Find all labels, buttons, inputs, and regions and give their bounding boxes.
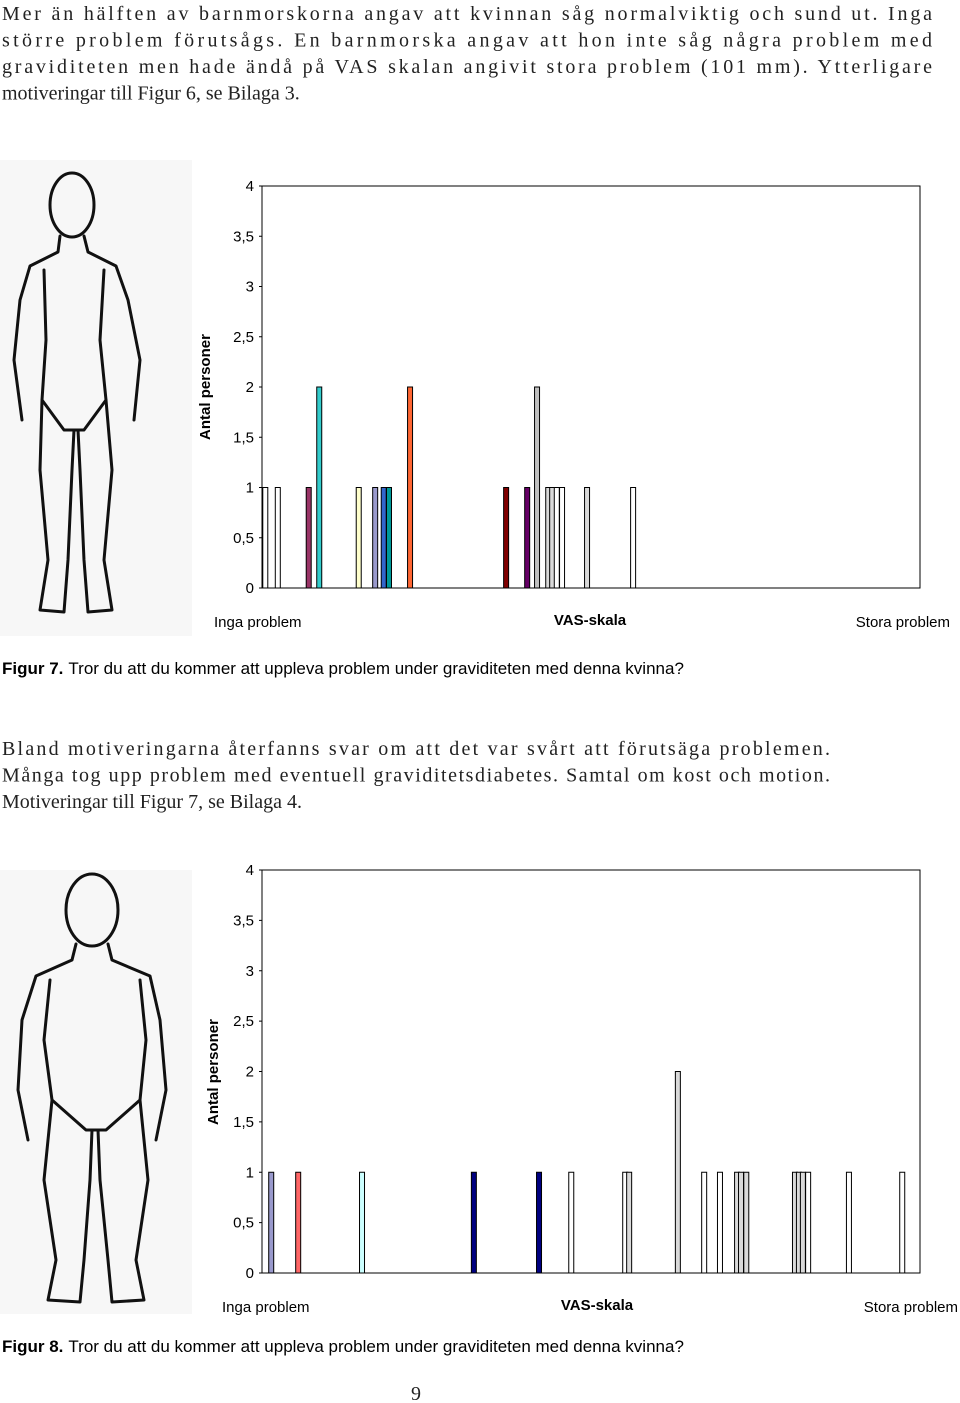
- y-tick-label: 3,5: [233, 912, 254, 929]
- x-axis-label: VAS-skala: [554, 612, 627, 629]
- y-axis-label: Antal personer: [197, 334, 214, 440]
- y-tick-label: 3: [246, 279, 254, 296]
- bar: [845, 1171, 852, 1274]
- y-tick-label: 1: [246, 1164, 254, 1181]
- bar: [630, 487, 637, 589]
- bar: [503, 487, 510, 589]
- bar: [359, 1171, 366, 1274]
- figure-heavy-woman: [0, 870, 192, 1314]
- bar: [262, 487, 269, 589]
- figure-slim-woman: [0, 160, 192, 636]
- y-axis-label: Antal personer: [205, 1019, 222, 1125]
- x-right-label: Stora problem: [864, 1299, 958, 1316]
- bar: [805, 1171, 812, 1274]
- bar: [743, 1171, 750, 1274]
- bar: [584, 487, 591, 589]
- bar: [716, 1171, 723, 1274]
- y-tick-label: 0: [246, 1265, 254, 1282]
- page-number: 9: [411, 1383, 421, 1403]
- y-tick-label: 0,5: [233, 530, 254, 547]
- y-tick-label: 2: [246, 379, 254, 396]
- figure-caption: Figur 7. Tror du att du kommer att upplev…: [2, 659, 684, 678]
- paragraph-line: graviditeten men hade ändå på VAS skalan…: [2, 56, 932, 78]
- y-tick-label: 1: [246, 480, 254, 497]
- y-tick-label: 2,5: [233, 1013, 254, 1030]
- bar: [470, 1171, 477, 1274]
- caption-text: Tror du att du kommer att uppleva proble…: [68, 1337, 684, 1356]
- bar: [568, 1171, 575, 1274]
- paragraph-line: Bland motiveringarna återfanns svar om a…: [2, 738, 830, 760]
- bar: [380, 487, 387, 589]
- bar: [534, 386, 541, 589]
- bar: [274, 487, 281, 589]
- bar: [701, 1171, 708, 1274]
- y-tick-label: 3: [246, 963, 254, 980]
- y-tick-label: 4: [246, 178, 254, 195]
- bar: [536, 1171, 543, 1274]
- paragraph-line: Mer än hälften av barnmorskorna angav at…: [2, 3, 932, 25]
- bar: [295, 1171, 302, 1274]
- y-tick-label: 0,5: [233, 1215, 254, 1232]
- bar: [559, 487, 566, 589]
- paragraph-line: Många tog upp problem med eventuell grav…: [2, 765, 830, 787]
- caption-text: Tror du att du kommer att uppleva proble…: [68, 659, 684, 678]
- figure-caption: Figur 8. Tror du att du kommer att upplev…: [2, 1337, 684, 1356]
- paragraph-line: större problem förutsågs. En barnmorska …: [2, 30, 932, 52]
- x-axis-label: VAS-skala: [561, 1297, 634, 1314]
- bar: [738, 1171, 745, 1274]
- bar: [305, 487, 312, 589]
- x-left-label: Inga problem: [214, 614, 302, 631]
- bar: [674, 1071, 681, 1274]
- bar: [316, 386, 323, 589]
- bar: [385, 487, 392, 589]
- bar: [268, 1171, 275, 1274]
- bar: [553, 487, 560, 589]
- bar: [524, 487, 531, 589]
- chart: 0 0,5 1 1,5 2 2,5 3 3,5 4 Antal personer Inga prob…: [2, 178, 950, 678]
- bar: [355, 487, 362, 589]
- paragraph-line: motiveringar till Figur 6, se Bilaga 3.: [2, 83, 300, 105]
- x-right-label: Stora problem: [856, 614, 950, 631]
- chart: 0 0,5 1 1,5 2 2,5 3 3,5 4 Antal personer Inga prob…: [2, 862, 958, 1356]
- bar: [626, 1171, 633, 1274]
- bar: [407, 386, 414, 589]
- x-left-label: Inga problem: [222, 1299, 310, 1316]
- y-tick-label: 2: [246, 1064, 254, 1081]
- bar: [799, 1171, 806, 1274]
- y-tick-label: 3,5: [233, 228, 254, 245]
- y-tick-label: 4: [246, 862, 254, 879]
- y-tick-label: 1,5: [233, 1114, 254, 1131]
- y-tick-label: 1,5: [233, 429, 254, 446]
- caption-label: Figur 7.: [2, 659, 63, 678]
- paragraph-line: Motiveringar till Figur 7, se Bilaga 4.: [2, 791, 302, 813]
- caption-label: Figur 8.: [2, 1337, 63, 1356]
- bar: [372, 487, 379, 589]
- y-tick-label: 0: [246, 580, 254, 597]
- bar: [899, 1171, 906, 1274]
- plot-area: [261, 185, 921, 589]
- y-tick-label: 2,5: [233, 329, 254, 346]
